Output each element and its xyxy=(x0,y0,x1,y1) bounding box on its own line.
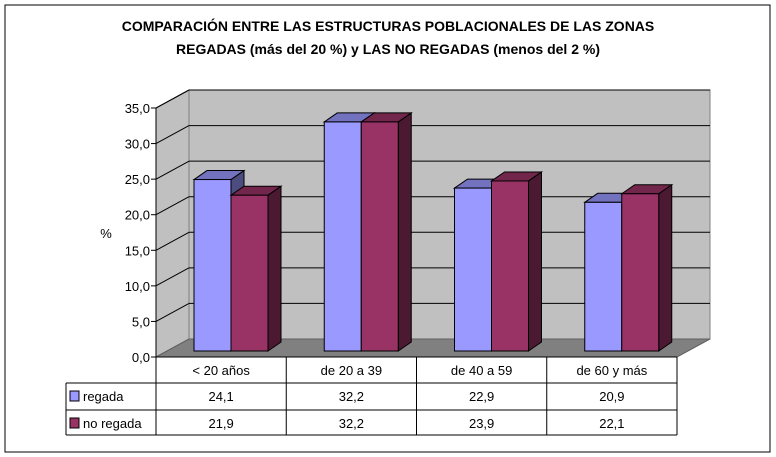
y-tick-label: 25,0 xyxy=(125,172,150,187)
legend-label: no regada xyxy=(83,416,142,431)
bar-regada xyxy=(193,179,232,352)
bar-regada xyxy=(584,201,623,352)
gridline-side xyxy=(155,160,190,180)
legend-label: regada xyxy=(83,389,124,404)
bar-side xyxy=(397,111,412,352)
bar-no-regada xyxy=(491,180,529,352)
y-tick-label: 35,0 xyxy=(125,101,150,116)
y-axis-label: % xyxy=(100,226,112,241)
bar-side xyxy=(658,183,673,352)
y-tick-label: 10,0 xyxy=(125,279,150,294)
bar-no-regada xyxy=(621,193,660,352)
x-category-label: de 60 y más xyxy=(576,363,647,378)
y-tick-label: 15,0 xyxy=(125,243,150,258)
y-tick-label: 5,0 xyxy=(132,314,150,329)
legend-key xyxy=(69,417,80,429)
data-label: 20,9 xyxy=(599,389,624,404)
gridline-side xyxy=(155,267,190,287)
bar-no-regada xyxy=(230,194,269,352)
gridline-side xyxy=(155,231,190,251)
bar-side xyxy=(267,185,282,352)
bar-regada xyxy=(323,121,362,352)
gridline-side xyxy=(155,196,190,216)
gridline-side xyxy=(155,302,190,322)
bar-side xyxy=(528,171,542,352)
y-tick-label: 20,0 xyxy=(125,208,150,223)
gridline-side xyxy=(155,125,190,145)
side-wall xyxy=(155,89,190,358)
data-label: 22,9 xyxy=(469,389,494,404)
legend-key xyxy=(69,390,80,402)
x-category-label: de 20 a 39 xyxy=(321,363,382,378)
data-label: 24,1 xyxy=(208,389,233,404)
y-tick-label: 0,0 xyxy=(132,350,150,365)
data-label: 32,2 xyxy=(339,389,364,404)
data-label: 32,2 xyxy=(339,416,364,431)
bar-no-regada xyxy=(360,121,399,352)
data-label: 22,1 xyxy=(599,416,624,431)
x-category-label: < 20 años xyxy=(192,363,250,378)
y-tick-label: 30,0 xyxy=(125,137,150,152)
chart-subtitle: REGADAS (más del 20 %) y LAS NO REGADAS … xyxy=(176,41,600,57)
data-label: 21,9 xyxy=(208,416,233,431)
gridline-side xyxy=(155,89,190,109)
x-category-label: de 40 a 59 xyxy=(451,363,512,378)
chart-title: COMPARACIÓN ENTRE LAS ESTRUCTURAS POBLAC… xyxy=(122,17,655,34)
bar-regada xyxy=(454,187,492,352)
data-label: 23,9 xyxy=(469,416,494,431)
